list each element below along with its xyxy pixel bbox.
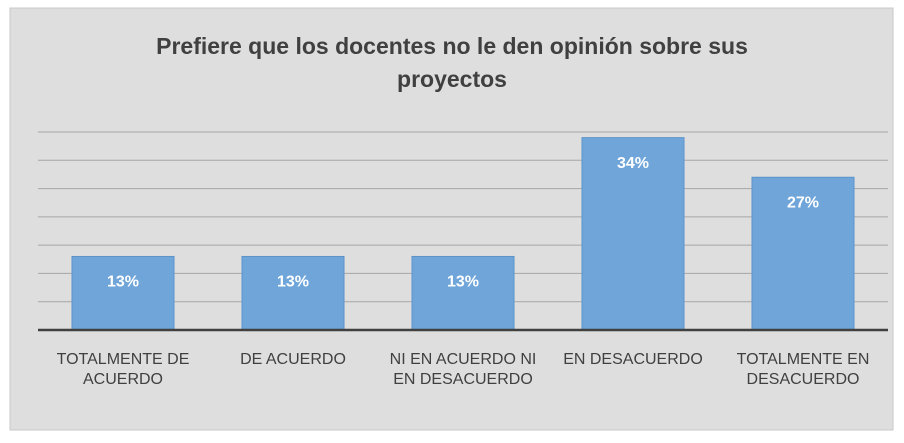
bar [241, 255, 345, 331]
value-label: 27% [787, 194, 819, 211]
bar [581, 137, 685, 331]
chart-background [9, 7, 894, 431]
x-tick-label: NI EN ACUERDO NI EN DESACUERDO [389, 351, 537, 388]
value-label: 13% [107, 274, 139, 291]
bar [71, 255, 175, 331]
value-label: 13% [277, 274, 309, 291]
x-tick-label: TOTALMENTE EN DESACUERDO [736, 351, 870, 388]
x-tick-label: EN DESACUERDO [563, 351, 703, 368]
x-tick-label: DE ACUERDO [240, 351, 346, 368]
value-label: 34% [617, 155, 649, 172]
chart-title: Prefiere que los docentes no le den opin… [156, 33, 748, 92]
value-label: 13% [447, 274, 479, 291]
x-tick-label: TOTALMENTE DE ACUERDO [56, 351, 190, 388]
bar [751, 176, 855, 331]
bar [411, 255, 515, 331]
